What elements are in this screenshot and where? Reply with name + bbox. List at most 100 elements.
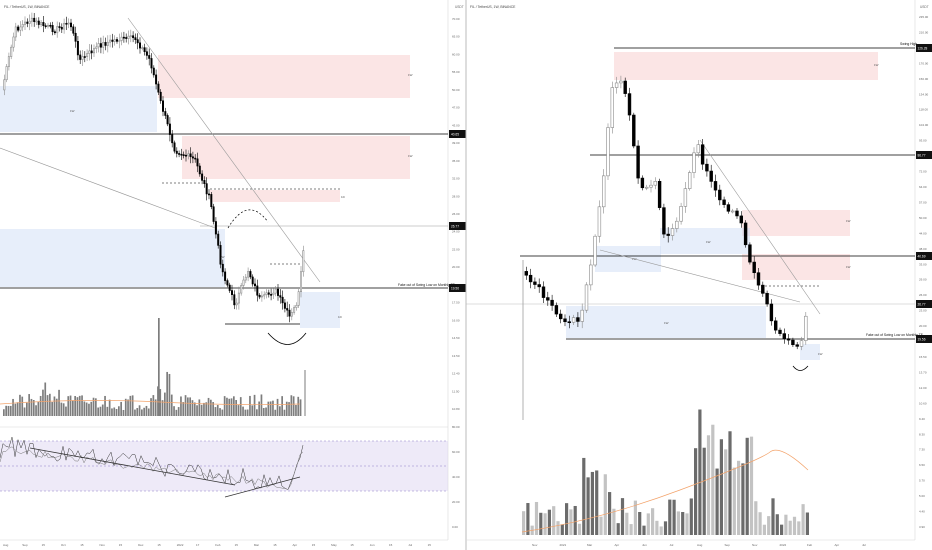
price-tick-label: 43.00 <box>452 123 460 127</box>
candle-body <box>203 180 206 184</box>
left-chart-panel: FIL / TetherUS, 1W, BINANCE USDT 1W 1W 1W 1D 1… <box>0 0 466 547</box>
volume-bar <box>158 318 160 416</box>
candle-body <box>65 22 68 25</box>
volume-bar <box>269 401 272 416</box>
candle-body <box>99 43 102 48</box>
volume-bar <box>706 435 711 535</box>
time-tick-label: Jul <box>670 543 674 547</box>
volume-bar <box>12 398 14 416</box>
zone-box <box>158 55 410 98</box>
volume-bar <box>655 520 659 535</box>
zone-box <box>800 344 820 360</box>
time-tick-label: Nov <box>752 543 758 547</box>
volume-bar <box>295 405 297 416</box>
volume-bar <box>560 524 564 535</box>
volume-bar <box>663 521 668 535</box>
time-tick-label: Aug <box>697 543 703 547</box>
candle-body <box>185 154 188 157</box>
volume-bar <box>39 395 42 416</box>
volume-bar <box>711 424 715 535</box>
zone-box <box>0 86 157 132</box>
volume-bar <box>203 402 205 416</box>
volume-bar <box>136 408 139 416</box>
volume-bar <box>78 395 81 416</box>
candle-body <box>113 39 116 42</box>
price-tick-label: 20.00 <box>452 265 460 269</box>
candle-body <box>258 294 261 298</box>
candle-body <box>79 54 82 60</box>
volume-bar <box>235 400 237 416</box>
candle-body <box>524 271 529 276</box>
volume-bar <box>728 431 732 535</box>
candle-body <box>295 305 298 308</box>
volume-bar <box>754 501 758 535</box>
volume-bar <box>267 401 270 416</box>
volume-bar <box>633 500 637 535</box>
candle-body <box>683 188 688 207</box>
volume-bar <box>758 512 762 535</box>
price-tick-label: 17.50 <box>452 301 460 305</box>
time-tick-label: Dec <box>138 543 144 547</box>
volume-bar <box>724 449 728 535</box>
volume-bar <box>276 398 279 416</box>
price-tick-label: 170.00 <box>919 61 929 65</box>
candle-body <box>297 291 300 306</box>
osc-tick-label: 80.00 <box>452 425 460 429</box>
price-tick-label: 16.00 <box>452 318 460 322</box>
volume-bar <box>685 513 689 535</box>
time-tick-label: Nov <box>100 543 106 547</box>
volume-bar <box>265 407 267 416</box>
volume-bar <box>145 405 148 416</box>
time-tick-label: 15 <box>350 543 354 547</box>
candle-body <box>687 172 692 189</box>
candle-body <box>610 87 615 128</box>
price-badge-text: 19.56 <box>451 287 459 291</box>
price-tick-label: 55.00 <box>452 70 460 74</box>
zone-box <box>300 292 340 328</box>
volume-bar <box>127 399 129 416</box>
candle-body <box>102 42 105 48</box>
candle-body <box>122 36 125 39</box>
zone-box <box>210 190 340 202</box>
candle-body <box>90 50 93 54</box>
candle-body <box>537 284 541 288</box>
volume-bar <box>569 509 573 535</box>
candle-body <box>541 286 546 298</box>
candle-body <box>5 66 8 81</box>
volume-bar <box>21 396 24 416</box>
candle-body <box>804 315 808 341</box>
candle-body <box>614 82 619 88</box>
volume-bar <box>69 395 72 416</box>
candle-body <box>263 294 266 297</box>
candle-body <box>272 292 275 295</box>
candle-body <box>692 152 696 173</box>
zone-box <box>595 246 661 272</box>
volume-bar <box>590 471 594 535</box>
candle-body <box>51 25 54 32</box>
candle-body <box>217 233 220 246</box>
candle-body <box>593 235 597 266</box>
volume-bar <box>642 525 646 535</box>
volume-bar <box>23 407 26 416</box>
price-badge <box>916 300 932 308</box>
candle-body <box>267 292 270 295</box>
price-tick-label: 5.00 <box>919 494 925 498</box>
volume-bar <box>88 403 90 416</box>
price-tick-label: 14.50 <box>452 336 460 340</box>
volume-bar <box>603 474 607 535</box>
candle-body <box>168 123 171 135</box>
volume-bar <box>129 395 132 416</box>
volume-bar <box>164 392 166 416</box>
volume-bar <box>193 402 196 416</box>
volume-bar <box>26 402 28 416</box>
candle-body <box>60 26 63 30</box>
candle-body <box>171 134 174 144</box>
candle-body <box>109 39 112 43</box>
volume-bar <box>189 397 191 416</box>
candle-body <box>233 294 236 306</box>
zone-label: 1W <box>706 240 711 244</box>
price-tick-label: 60.00 <box>452 52 460 56</box>
volume-bar <box>242 406 244 416</box>
candle-body <box>735 210 739 217</box>
candle-body <box>554 305 559 315</box>
